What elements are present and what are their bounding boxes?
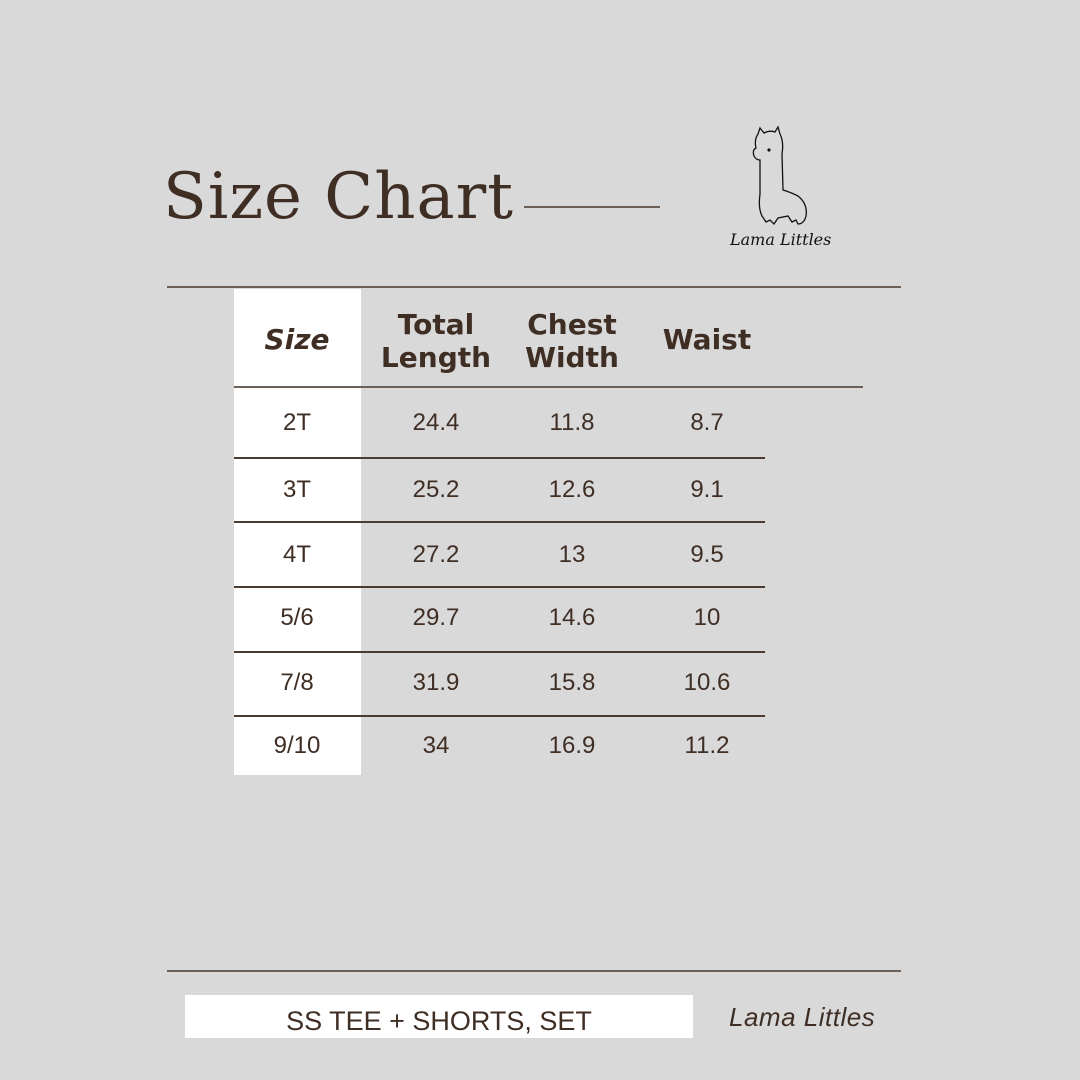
column-header-line: Width (525, 341, 619, 374)
column-header: Total Length (381, 308, 491, 374)
row-divider (234, 457, 765, 459)
column-header: Waist (663, 323, 751, 356)
brand-name: Lama Littles (729, 1002, 876, 1032)
table-cell: 7/8 (280, 669, 314, 696)
size-column-panel (234, 289, 361, 775)
top-divider (167, 286, 901, 288)
row-divider (234, 586, 765, 588)
product-name: SS TEE + SHORTS, SET (286, 1006, 592, 1036)
table-cell: 25.2 (412, 476, 460, 503)
table-cell: 2T (282, 409, 312, 436)
table-cell: 10.6 (683, 669, 731, 696)
header-divider (234, 386, 863, 388)
logo-text: Lama Littles (730, 230, 832, 249)
table-cell: 11.2 (684, 732, 730, 759)
table-cell: 15.8 (548, 669, 596, 696)
table-cell: 9.5 (690, 541, 724, 568)
table-cell: 34 (422, 732, 450, 759)
title-divider (524, 206, 660, 208)
product-label: SS TEE + SHORTS, SET (185, 995, 693, 1038)
table-cell: 8.7 (690, 409, 724, 436)
row-divider (234, 521, 765, 523)
table-cell: 31.9 (412, 669, 460, 696)
bottom-divider (167, 970, 901, 972)
llama-logo-icon (752, 125, 807, 226)
table-cell: 29.7 (412, 604, 460, 631)
table-cell: 10 (693, 604, 721, 631)
table-cell: 9/10 (273, 732, 321, 759)
table-cell: 24.4 (412, 409, 460, 436)
column-header-line: Total (397, 308, 475, 341)
column-header-line: Chest (527, 308, 617, 341)
page-title: Size Chart (163, 160, 514, 234)
column-header-line: Waist (662, 323, 752, 356)
column-header: Chest Width (525, 308, 619, 374)
column-header: Size (264, 323, 329, 356)
table-cell: 14.6 (548, 604, 596, 631)
table-cell: 27.2 (412, 541, 460, 568)
table-cell: 13 (558, 541, 586, 568)
table-cell: 16.9 (548, 732, 596, 759)
table-cell: 12.6 (548, 476, 596, 503)
row-divider (234, 651, 765, 653)
table-cell: 5/6 (280, 604, 314, 631)
column-header-line: Length (380, 341, 492, 374)
table-cell: 3T (282, 476, 312, 503)
row-divider (234, 715, 765, 717)
table-cell: 4T (282, 541, 312, 568)
table-cell: 11.8 (549, 409, 595, 436)
column-header-line: Size (264, 323, 330, 356)
table-cell: 9.1 (690, 476, 724, 503)
